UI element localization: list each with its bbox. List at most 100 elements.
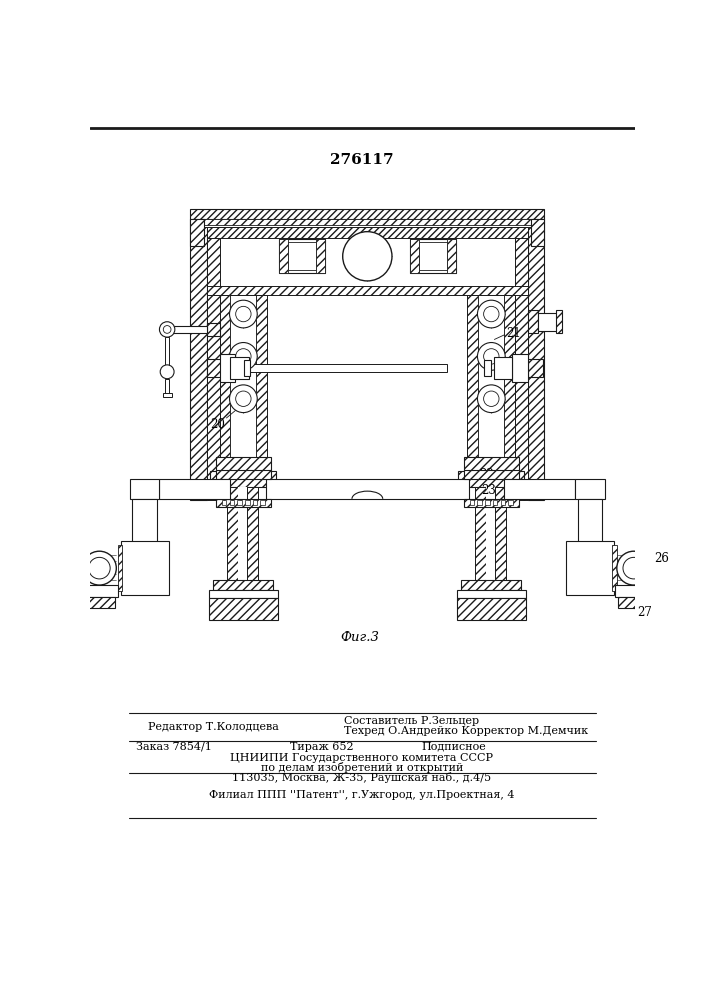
Bar	[475, 487, 486, 580]
Bar	[458, 471, 525, 487]
Text: 113035, Москва, Ж-35, Раушская наб., д.4/5: 113035, Москва, Ж-35, Раушская наб., д.4…	[233, 772, 491, 783]
Bar	[219, 238, 515, 500]
Bar	[484, 360, 491, 376]
Bar	[207, 359, 223, 377]
Bar	[467, 295, 478, 471]
Bar	[419, 242, 447, 270]
Bar	[244, 360, 250, 376]
Bar	[566, 541, 614, 595]
Bar	[214, 580, 274, 590]
Bar	[485, 500, 490, 505]
Circle shape	[230, 343, 257, 370]
Text: 23: 23	[212, 486, 227, 499]
Bar	[457, 598, 526, 620]
Bar	[527, 310, 538, 333]
Bar	[167, 326, 207, 333]
Circle shape	[484, 391, 499, 406]
Text: 276117: 276117	[330, 153, 394, 167]
Bar	[279, 239, 288, 273]
Bar	[495, 487, 506, 580]
Bar	[81, 585, 118, 597]
Bar	[409, 239, 419, 273]
Bar	[512, 354, 527, 382]
Bar	[252, 500, 257, 505]
Text: 23: 23	[481, 484, 496, 497]
Bar	[612, 545, 617, 591]
Bar	[464, 457, 519, 471]
Bar	[216, 457, 271, 471]
Circle shape	[623, 557, 645, 579]
Bar	[190, 209, 544, 219]
Bar	[207, 323, 219, 336]
Bar	[257, 295, 267, 471]
Bar	[527, 359, 543, 377]
Text: ЦНИИПИ Государственного комитета СССР: ЦНИИПИ Государственного комитета СССР	[230, 753, 493, 763]
Circle shape	[235, 349, 251, 364]
Bar	[486, 487, 495, 580]
Bar	[165, 337, 170, 368]
Text: Фиг.3: Фиг.3	[340, 631, 379, 644]
Bar	[219, 295, 230, 471]
Bar	[132, 499, 157, 545]
Bar	[230, 295, 257, 471]
Text: 27: 27	[638, 606, 653, 619]
Bar	[493, 500, 498, 505]
Circle shape	[484, 306, 499, 322]
Circle shape	[235, 306, 251, 322]
Bar	[227, 487, 238, 580]
Bar	[447, 239, 456, 273]
Bar	[279, 239, 325, 273]
Text: 20: 20	[210, 418, 225, 431]
Bar	[530, 219, 544, 246]
Bar	[250, 364, 448, 372]
Bar	[288, 242, 316, 270]
Bar	[238, 500, 242, 505]
Text: 22: 22	[214, 474, 229, 487]
Bar	[207, 227, 527, 238]
Bar	[493, 357, 512, 379]
Bar	[464, 470, 519, 479]
Bar	[478, 295, 504, 471]
Bar	[130, 479, 160, 499]
Bar	[538, 312, 558, 331]
Text: 26: 26	[654, 552, 669, 565]
Bar	[266, 479, 469, 499]
Bar	[508, 500, 513, 505]
Bar	[222, 500, 226, 505]
Circle shape	[484, 349, 499, 364]
Bar	[204, 219, 530, 225]
Bar	[219, 354, 235, 382]
Bar	[316, 239, 325, 273]
Bar	[247, 487, 258, 580]
Bar	[210, 471, 276, 487]
Bar	[209, 590, 278, 598]
Bar	[615, 585, 653, 597]
Bar	[216, 499, 271, 507]
Circle shape	[235, 391, 251, 406]
Circle shape	[160, 322, 175, 337]
Text: Филиал ППП ''Патент'', г.Ужгород, ул.Проектная, 4: Филиал ППП ''Патент'', г.Ужгород, ул.Про…	[209, 790, 515, 800]
Bar	[527, 219, 544, 500]
Bar	[230, 357, 249, 379]
Bar	[556, 310, 562, 333]
Bar	[160, 479, 230, 499]
Circle shape	[230, 385, 257, 413]
Bar	[575, 479, 604, 499]
Bar	[238, 487, 247, 580]
Circle shape	[477, 343, 506, 370]
Bar	[409, 239, 456, 273]
Circle shape	[477, 385, 506, 413]
Bar	[260, 500, 265, 505]
Text: 21: 21	[506, 327, 520, 340]
Text: по делам изобретений и открытий: по делам изобретений и открытий	[261, 762, 463, 773]
Bar	[84, 597, 115, 608]
Circle shape	[230, 300, 257, 328]
Text: Техред О.Андрейко Корректор М.Демчик: Техред О.Андрейко Корректор М.Демчик	[344, 726, 588, 736]
Bar	[469, 500, 474, 505]
Bar	[201, 219, 534, 227]
Text: Составитель Р.Зельцер: Составитель Р.Зельцер	[344, 716, 479, 726]
Bar	[501, 500, 506, 505]
Circle shape	[617, 551, 650, 585]
Bar	[121, 541, 169, 595]
Text: Тираж 652: Тираж 652	[291, 742, 354, 752]
